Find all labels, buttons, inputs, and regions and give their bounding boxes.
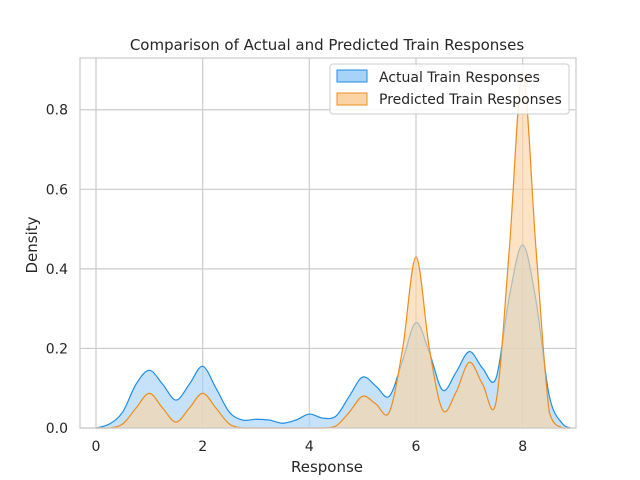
y-tick-label: 0.8 — [46, 103, 68, 119]
legend: Actual Train Responses Predicted Train R… — [329, 63, 570, 115]
y-tick-label: 0.2 — [46, 341, 68, 357]
density-areas — [95, 73, 571, 429]
x-tick-label: 6 — [412, 439, 421, 455]
plot-frame — [79, 57, 577, 429]
y-tick-labels: 0.0 0.2 0.4 0.6 0.8 — [46, 103, 68, 437]
legend-label-actual: Actual Train Responses — [379, 70, 540, 86]
legend-swatch-actual — [336, 69, 368, 83]
y-tick-label: 0.0 — [46, 421, 68, 437]
legend-swatch-predicted — [336, 92, 368, 106]
x-tick-label: 2 — [198, 439, 207, 455]
y-tick-label: 0.4 — [46, 262, 68, 278]
x-tick-label: 0 — [92, 439, 101, 455]
y-tick-label: 0.6 — [46, 182, 68, 198]
y-axis-label: Density — [23, 216, 41, 273]
line-predicted — [96, 73, 571, 429]
area-actual — [96, 244, 571, 428]
legend-label-predicted: Predicted Train Responses — [379, 92, 562, 108]
line-actual — [95, 244, 571, 429]
x-axis-label: Response — [291, 458, 363, 476]
x-tick-label: 8 — [518, 439, 527, 455]
x-tick-labels: 0 2 4 6 8 — [92, 439, 528, 455]
x-tick-label: 4 — [305, 439, 314, 455]
legend-box — [329, 63, 570, 115]
chart-title: Comparison of Actual and Predicted Train… — [130, 36, 525, 54]
